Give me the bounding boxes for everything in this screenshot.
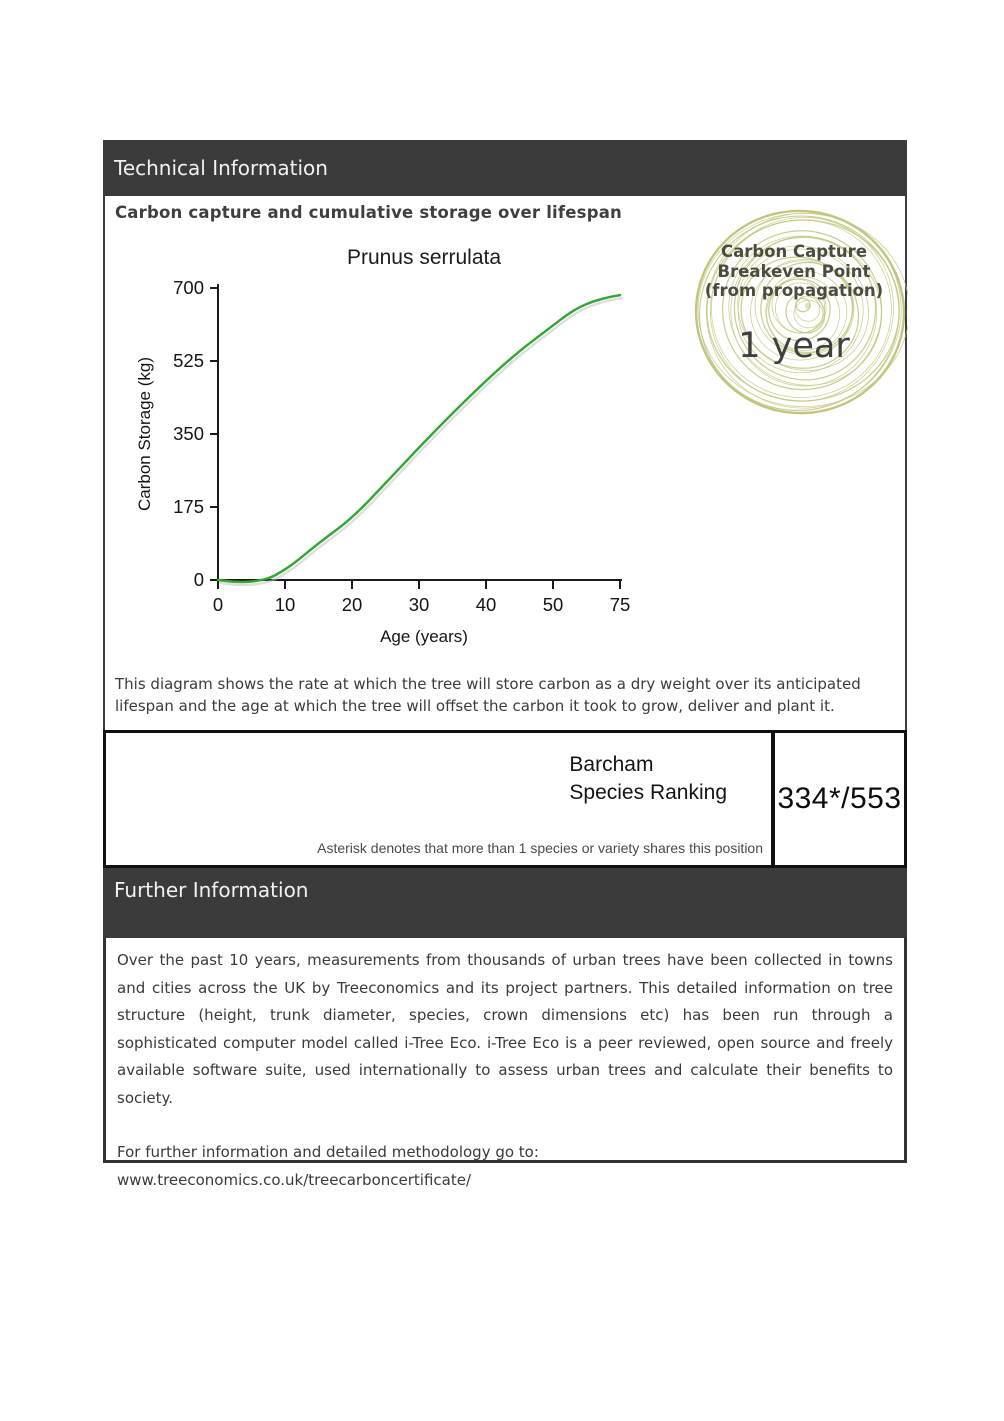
carbon-storage-chart-svg: Prunus serrulata 0 175 350 525 700 0 10 20 30 40 50… — [135, 246, 631, 646]
link-prefix: For further information and detailed met… — [117, 1143, 539, 1161]
tree-rings-icon — [694, 209, 908, 415]
breakeven-title: Carbon Capture Breakeven Point (from pro… — [680, 242, 908, 301]
chart-description: This diagram shows the rate at which the… — [115, 675, 861, 715]
ranking-left-cell: Barcham Species Ranking Asterisk denotes… — [106, 733, 771, 865]
svg-text:350: 350 — [173, 423, 204, 444]
svg-text:20: 20 — [342, 594, 363, 615]
ranking-value: 334*/553 — [771, 733, 904, 865]
svg-text:Carbon Storage (kg): Carbon Storage (kg) — [135, 357, 154, 511]
svg-text:0: 0 — [194, 569, 204, 590]
svg-text:30: 30 — [409, 594, 430, 615]
further-paragraph: Over the past 10 years, measurements fro… — [117, 951, 893, 1107]
ranking-label-line1: Barcham — [569, 753, 654, 776]
ranking-label: Barcham Species Ranking — [569, 751, 727, 807]
svg-text:Age (years): Age (years) — [380, 627, 468, 646]
svg-text:175: 175 — [173, 496, 204, 517]
ranking-footnote: Asterisk denotes that more than 1 specie… — [317, 840, 763, 856]
further-link-line: For further information and detailed met… — [117, 1139, 893, 1194]
svg-text:40: 40 — [476, 594, 497, 615]
ranking-label-line2: Species Ranking — [569, 781, 727, 804]
svg-text:75: 75 — [610, 594, 631, 615]
carbon-certificate-page: Technical Information Carbon capture and… — [103, 140, 908, 1189]
svg-text:10: 10 — [275, 594, 296, 615]
methodology-link[interactable]: www.treeconomics.co.uk/treecarboncertifi… — [117, 1170, 471, 1189]
breakeven-title-line3: (from propagation) — [704, 281, 884, 300]
svg-text:0: 0 — [213, 594, 223, 615]
technical-information-header: Technical Information — [103, 140, 907, 196]
svg-text:525: 525 — [173, 350, 204, 371]
technical-information-title: Technical Information — [114, 156, 328, 180]
breakeven-value: 1 year — [738, 326, 850, 366]
further-information-header: Further Information — [103, 868, 907, 938]
svg-text:Prunus serrulata: Prunus serrulata — [347, 246, 501, 269]
breakeven-badge: Carbon Capture Breakeven Point (from pro… — [680, 202, 908, 430]
chart-section-heading: Carbon capture and cumulative storage ov… — [115, 203, 622, 222]
svg-text:50: 50 — [543, 594, 564, 615]
technical-panel: Carbon capture and cumulative storage ov… — [103, 196, 908, 730]
breakeven-title-line1: Carbon Capture — [720, 242, 868, 261]
breakeven-title-line2: Breakeven Point — [717, 261, 871, 281]
further-information-title: Further Information — [114, 878, 309, 902]
further-panel: Over the past 10 years, measurements fro… — [103, 938, 907, 1189]
species-ranking-box: Barcham Species Ranking Asterisk denotes… — [103, 730, 907, 868]
svg-text:700: 700 — [173, 277, 204, 298]
carbon-storage-chart: Prunus serrulata 0 175 350 525 700 0 10 20 30 40 50… — [132, 236, 672, 656]
